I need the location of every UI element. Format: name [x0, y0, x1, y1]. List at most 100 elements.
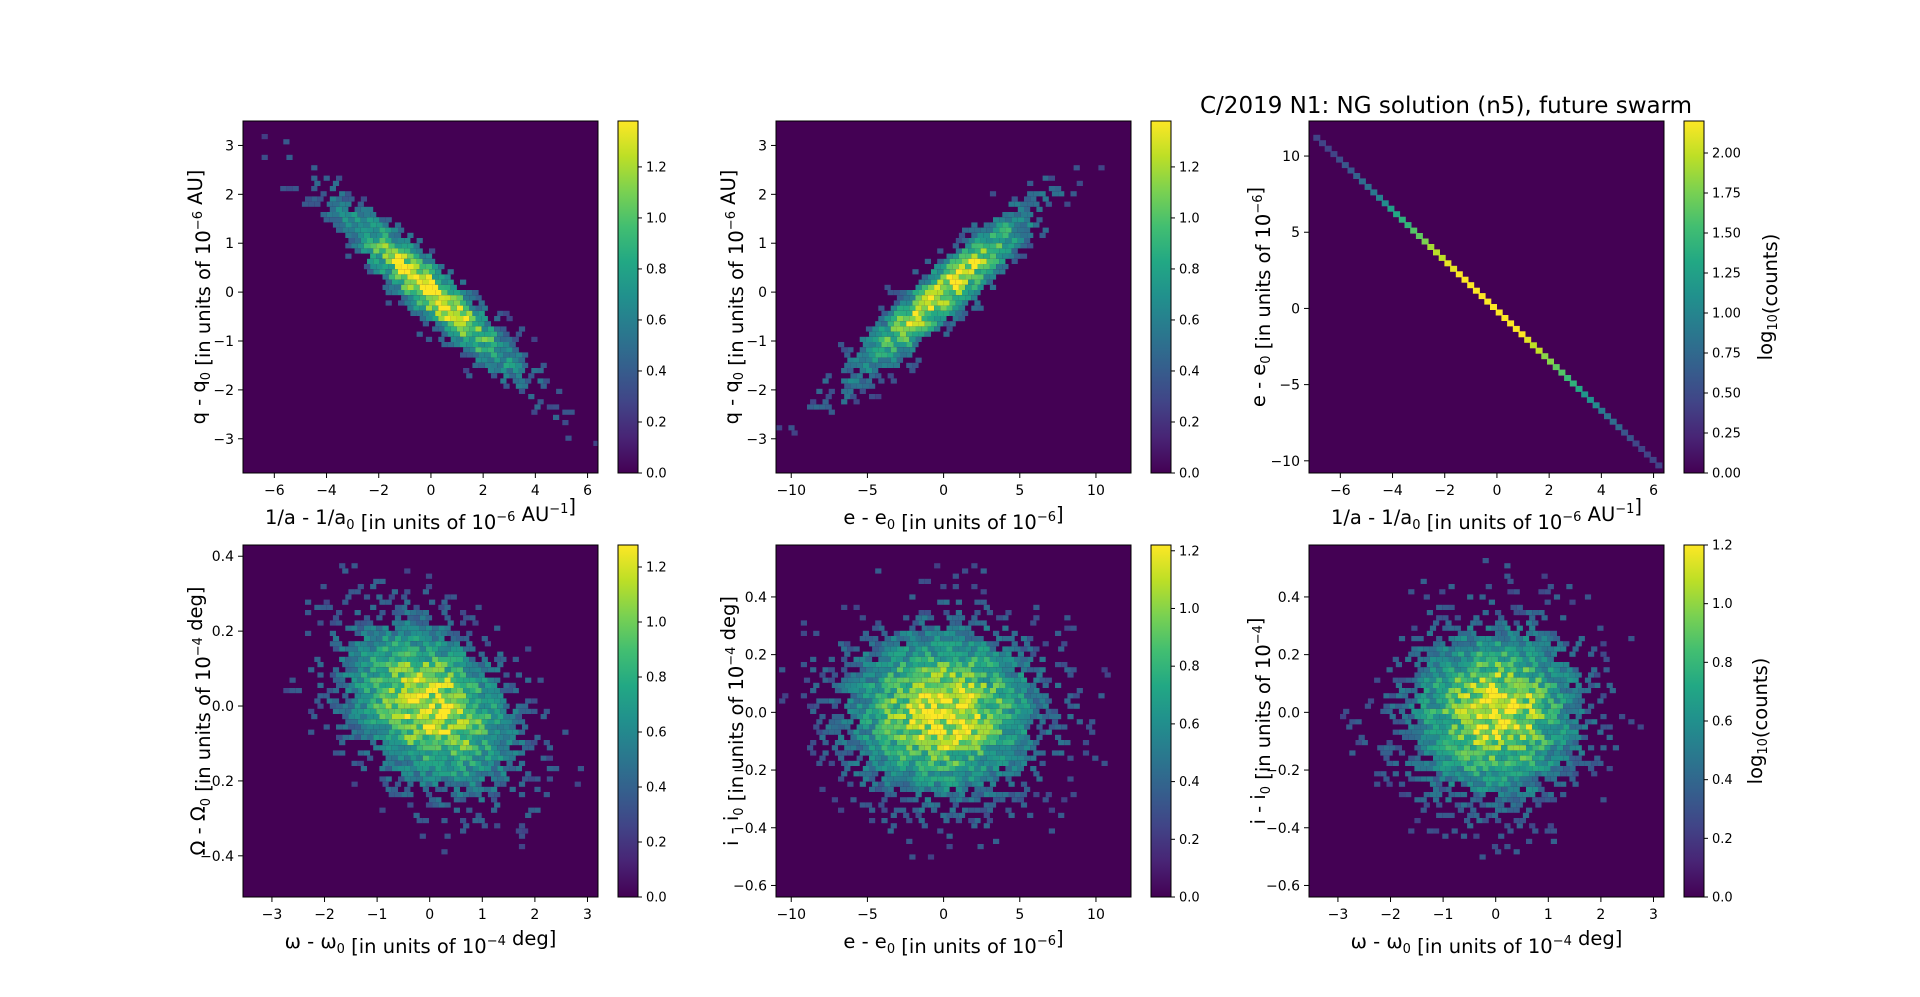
hexbin-cell — [1008, 708, 1015, 714]
hexbin-cell — [940, 750, 947, 756]
hexbin-cell — [1002, 698, 1009, 704]
hexbin-cell — [481, 750, 488, 756]
hexbin-cell — [419, 719, 426, 725]
hexbin-cell — [518, 378, 526, 384]
hexbin-cell — [1058, 646, 1065, 652]
hexbin-cell — [1036, 206, 1043, 212]
hexbin-cell — [1408, 724, 1415, 730]
hexbin-cell — [1457, 703, 1464, 709]
hexbin-cell — [1544, 641, 1551, 647]
hexbin-cell — [841, 399, 848, 405]
hexbin-cell — [531, 740, 538, 746]
hexbin-cell — [1042, 175, 1049, 181]
hexbin-cell — [1039, 750, 1046, 756]
hexbin-cell — [971, 740, 978, 746]
hexbin-cell — [1358, 178, 1366, 185]
hexbin-cell — [847, 357, 854, 363]
hexbin-cell — [425, 719, 433, 725]
hexbin-cell — [946, 750, 953, 756]
hexbin-cell — [915, 336, 922, 342]
hexbin-cell — [1442, 625, 1449, 631]
hexbin-cell — [1566, 729, 1573, 735]
colorbar-tick-label: 0.00 — [1712, 467, 1741, 482]
hexbin-cell — [401, 729, 408, 735]
hexbin-cell — [887, 342, 894, 348]
hexbin-cell — [450, 677, 457, 683]
hexbin-cell — [1005, 703, 1012, 709]
hexbin-cell — [844, 641, 851, 647]
hexbin-cell — [342, 227, 349, 233]
hexbin-cell — [494, 368, 501, 374]
hexbin-cell — [1495, 734, 1502, 740]
hexbin-cell — [850, 394, 857, 400]
hexbin-cell — [305, 599, 312, 605]
hexbin-cell — [872, 698, 879, 704]
hexbin-cell — [422, 290, 429, 296]
hexbin-cell — [965, 636, 972, 642]
hexbin-cell — [1504, 729, 1511, 735]
hexbin-cell — [503, 362, 510, 368]
hexbin-cell — [398, 610, 405, 616]
hexbin-cell — [1495, 672, 1502, 678]
hexbin-cell — [463, 698, 470, 704]
hexbin-cell — [1002, 656, 1009, 662]
hexbin-cell — [515, 714, 522, 720]
hexbin-cell — [453, 776, 460, 782]
hexbin-cell — [850, 714, 857, 720]
hexbin-cell — [373, 238, 380, 244]
hexbin-cell — [466, 724, 473, 730]
hexbin-cell — [1033, 191, 1040, 197]
hexbin-cell — [965, 646, 972, 652]
hexbin-cell — [1008, 201, 1015, 207]
hexbin-cell — [1560, 729, 1567, 735]
hexbin-cell — [1532, 662, 1539, 668]
hexbin-cell — [893, 290, 900, 296]
hexbin-cell — [1476, 734, 1483, 740]
hexbin-cell — [323, 175, 330, 181]
hexbin-cell — [1002, 243, 1009, 249]
hexbin-cell — [422, 724, 429, 730]
hexbin-cell — [357, 760, 364, 766]
hexbin-cell — [385, 734, 392, 740]
y-axis-label: i - i0 [in units of 10−4] — [1244, 617, 1275, 824]
hexbin-cell — [968, 279, 975, 285]
hexbin-cell — [856, 373, 863, 379]
hexbin-cell — [1039, 656, 1046, 662]
hexbin-cell — [1454, 802, 1461, 808]
hexbin-cell — [416, 310, 423, 316]
hexbin-cell — [438, 264, 445, 270]
hexbin-cell — [1563, 693, 1570, 699]
hexbin-cell — [354, 662, 361, 668]
hexbin-cell — [425, 708, 433, 714]
hexbin-cell — [1386, 781, 1393, 787]
hexbin-cell — [1011, 693, 1018, 699]
hexbin-cell — [983, 625, 990, 631]
hexbin-cell — [1532, 620, 1539, 626]
hexbin-cell — [887, 321, 894, 327]
hexbin-cell — [1510, 719, 1517, 725]
hexbin-cell — [320, 584, 327, 590]
hexbin-cell — [934, 656, 941, 662]
hexbin-cell — [1017, 745, 1024, 751]
hexbin-cell — [1457, 682, 1464, 688]
hexbin-cell — [472, 362, 479, 368]
hexbin-cell — [391, 248, 398, 254]
hexbin-cell — [1027, 222, 1034, 228]
hexbin-cell — [453, 672, 460, 678]
hexbin-cell — [537, 368, 544, 374]
hexbin-cell — [515, 352, 522, 358]
hexbin-cell — [1341, 162, 1349, 169]
hexbin-cell — [937, 745, 944, 751]
hexbin-cell — [1513, 849, 1520, 855]
hexbin-cell — [407, 740, 414, 746]
hexbin-cell — [965, 625, 972, 631]
hexbin-cell — [370, 729, 377, 735]
y-tick-label: 0 — [758, 285, 767, 301]
hexbin-cell — [453, 662, 460, 668]
hexbin-cell — [373, 641, 380, 647]
hexbin-cell — [441, 714, 448, 720]
hexbin-cell — [1519, 682, 1526, 688]
hexbin-cell — [388, 656, 395, 662]
hexbin-cell — [1470, 630, 1477, 636]
hexbin-cell — [834, 698, 842, 704]
